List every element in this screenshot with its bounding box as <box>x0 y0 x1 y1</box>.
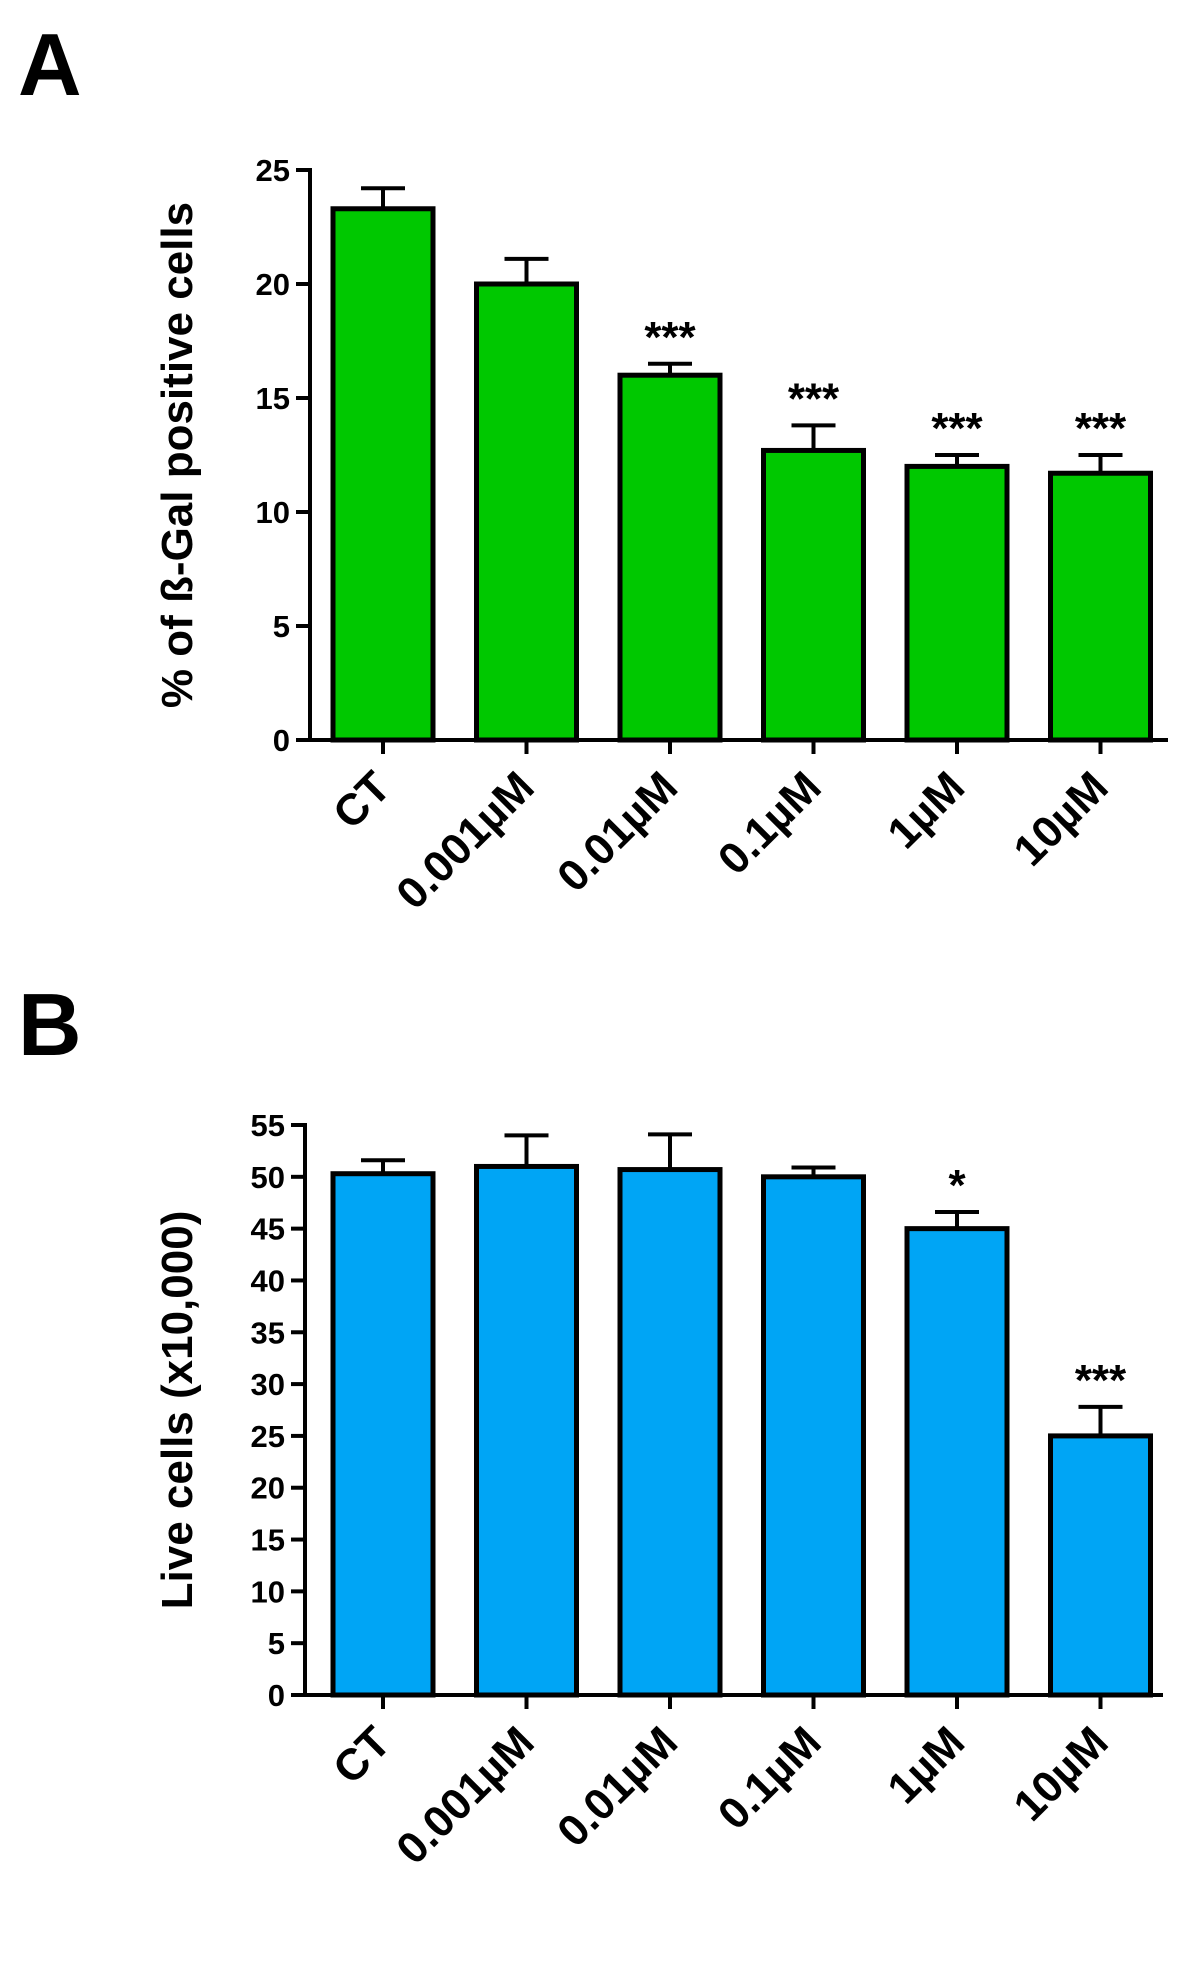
y-tick-label: 15 <box>251 1523 285 1558</box>
y-axis-label: Live cells (x10,000) <box>153 1211 202 1610</box>
y-tick-label: 50 <box>251 1160 285 1195</box>
y-tick-label: 55 <box>251 1108 285 1143</box>
y-tick-label: 0 <box>268 1678 285 1713</box>
bar <box>617 1167 723 1698</box>
x-category-label: 1µM <box>878 762 974 858</box>
y-tick-label: 35 <box>251 1315 285 1350</box>
y-tick-label: 5 <box>268 1626 285 1661</box>
x-category-label: CT <box>324 1717 400 1793</box>
x-category-label: CT <box>324 762 400 838</box>
x-category-label: 0.001µM <box>387 762 543 918</box>
x-category-label: 0.1µM <box>709 1717 831 1839</box>
significance-label: *** <box>1075 404 1127 453</box>
x-category-label: 1µM <box>878 1717 974 1813</box>
y-axis-label: % of ß-Gal positive cells <box>153 202 202 708</box>
bar <box>330 206 436 743</box>
y-tick-label: 10 <box>251 1574 285 1609</box>
significance-label: *** <box>931 404 983 453</box>
bar <box>1048 1433 1153 1698</box>
panel-letter: A <box>18 15 82 114</box>
significance-label: *** <box>1075 1356 1127 1405</box>
significance-label: *** <box>644 313 696 362</box>
bar <box>761 447 866 743</box>
panel-letter: B <box>18 975 82 1074</box>
x-category-label: 10µM <box>1004 1717 1117 1830</box>
y-tick-label: 40 <box>251 1263 285 1298</box>
y-tick-label: 25 <box>251 1419 285 1454</box>
significance-label: *** <box>788 374 840 423</box>
bar <box>1048 470 1153 743</box>
bar <box>474 1163 579 1698</box>
bar <box>761 1174 866 1698</box>
bar <box>904 463 1010 743</box>
x-category-label: 0.01µM <box>548 1717 687 1856</box>
x-category-label: 0.01µM <box>548 762 687 901</box>
x-category-label: 0.1µM <box>709 762 831 884</box>
y-tick-label: 10 <box>256 495 290 530</box>
y-tick-label: 45 <box>251 1212 285 1247</box>
y-tick-label: 30 <box>251 1367 285 1402</box>
significance-label: * <box>948 1161 966 1210</box>
y-tick-label: 20 <box>256 267 290 302</box>
panel-b: B Live cells (x10,000) 0 5 10 15 20 25 30 35 40 45 5… <box>18 975 1163 1874</box>
panel-a: A% of ß-Gal positive cells0510152025CT0.… <box>18 15 1168 919</box>
bar <box>330 1171 436 1698</box>
bar <box>617 372 723 743</box>
y-tick-label: 25 <box>256 153 290 188</box>
bar <box>474 281 579 743</box>
y-tick-label: 0 <box>273 723 290 758</box>
y-tick-label: 15 <box>256 381 290 416</box>
y-tick-label: 5 <box>273 609 290 644</box>
x-category-label: 10µM <box>1004 762 1117 875</box>
y-tick-label: 20 <box>251 1471 285 1506</box>
x-category-label: 0.001µM <box>387 1717 543 1873</box>
bar <box>904 1226 1010 1698</box>
